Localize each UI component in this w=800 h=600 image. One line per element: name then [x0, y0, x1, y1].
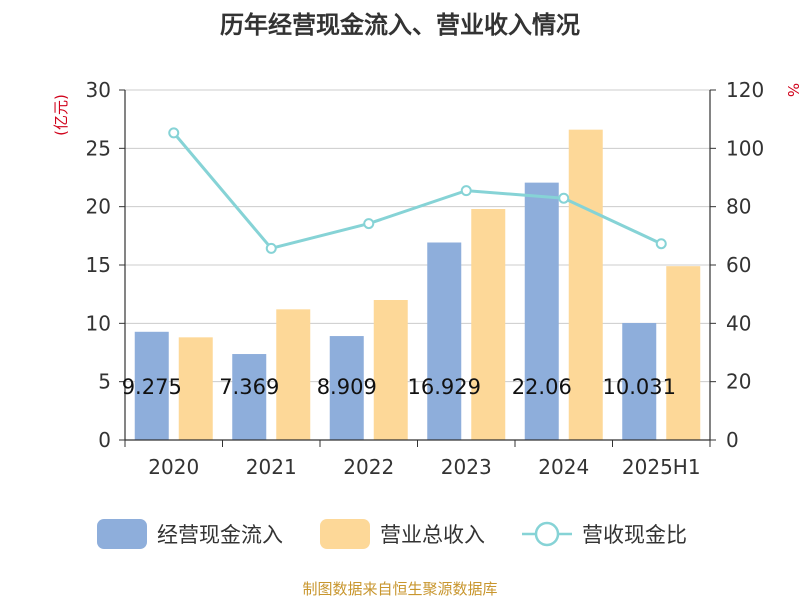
- bar-cash-inflow: [524, 182, 559, 440]
- right-tick-label: 120: [726, 78, 764, 102]
- legend: 经营现金流入 营业总收入 营收现金比: [97, 519, 687, 549]
- left-tick-label: 0: [98, 428, 111, 452]
- bar-revenue: [178, 337, 213, 440]
- bar-value-label: 10.031: [603, 375, 676, 399]
- x-tick-label: 2021: [246, 455, 297, 479]
- axes: 0 5 10 15 20 25 30 0 20 40 60 80 100 120 2020 2021 2022 2…: [86, 78, 765, 479]
- x-tick-label: 2023: [441, 455, 492, 479]
- bar-value-label: 22.06: [512, 375, 572, 399]
- left-tick-label: 25: [86, 136, 111, 160]
- data-labels: 9.275 7.369 8.909 16.929 22.06 10.031: [122, 375, 676, 399]
- left-tick-label: 20: [86, 195, 111, 219]
- right-tick-label: 80: [726, 195, 751, 219]
- legend-label: 经营现金流入: [157, 523, 283, 547]
- bar-cash-inflow: [232, 354, 267, 440]
- x-tick-label: 2020: [148, 455, 199, 479]
- bar-value-label: 9.275: [122, 375, 182, 399]
- bar-revenue: [471, 209, 506, 440]
- x-tick-label: 2025H1: [622, 455, 701, 479]
- right-tick-label: 100: [726, 136, 764, 160]
- right-tick-label: 20: [726, 370, 751, 394]
- legend-marker: [534, 521, 560, 547]
- ratio-point: [363, 218, 375, 230]
- gridlines: [125, 89, 710, 383]
- legend-label: 营业总收入: [380, 523, 485, 547]
- right-tick-label: 0: [726, 428, 739, 452]
- ratio-point: [265, 242, 277, 254]
- bar-cash-inflow: [329, 336, 364, 440]
- source-note: 制图数据来自恒生聚源数据库: [302, 580, 497, 598]
- x-tick-label: 2024: [538, 455, 589, 479]
- left-tick-label: 30: [86, 78, 111, 102]
- bar-revenue: [276, 309, 311, 440]
- left-axis-unit: (亿元): [52, 94, 70, 136]
- right-axis-unit: %: [784, 83, 800, 97]
- left-tick-label: 15: [86, 253, 111, 277]
- ratio-point: [558, 192, 570, 204]
- bars: [134, 129, 701, 440]
- left-tick-label: 10: [86, 311, 111, 335]
- bar-revenue: [666, 266, 701, 440]
- chart-title: 历年经营现金流入、营业收入情况: [220, 11, 580, 39]
- ratio-line: [172, 131, 662, 251]
- bar-value-label: 8.909: [317, 375, 377, 399]
- bar-value-label: 7.369: [219, 375, 279, 399]
- legend-swatch-cash-inflow: [97, 519, 147, 549]
- ratio-point: [460, 185, 472, 197]
- ratio-point: [168, 127, 180, 139]
- bar-revenue: [568, 129, 603, 440]
- right-tick-label: 60: [726, 253, 751, 277]
- left-tick-label: 5: [98, 370, 111, 394]
- x-tick-label: 2022: [343, 455, 394, 479]
- bar-cash-inflow: [134, 331, 169, 440]
- bar-revenue: [373, 300, 408, 440]
- ratio-line-series: [168, 127, 667, 254]
- bar-cash-inflow: [427, 242, 462, 440]
- bar-cash-inflow: [622, 322, 657, 440]
- bar-value-label: 16.929: [408, 375, 481, 399]
- right-tick-label: 40: [726, 311, 751, 335]
- legend-swatch-revenue: [320, 519, 370, 549]
- ratio-point: [655, 238, 667, 250]
- legend-label: 营收现金比: [582, 523, 687, 547]
